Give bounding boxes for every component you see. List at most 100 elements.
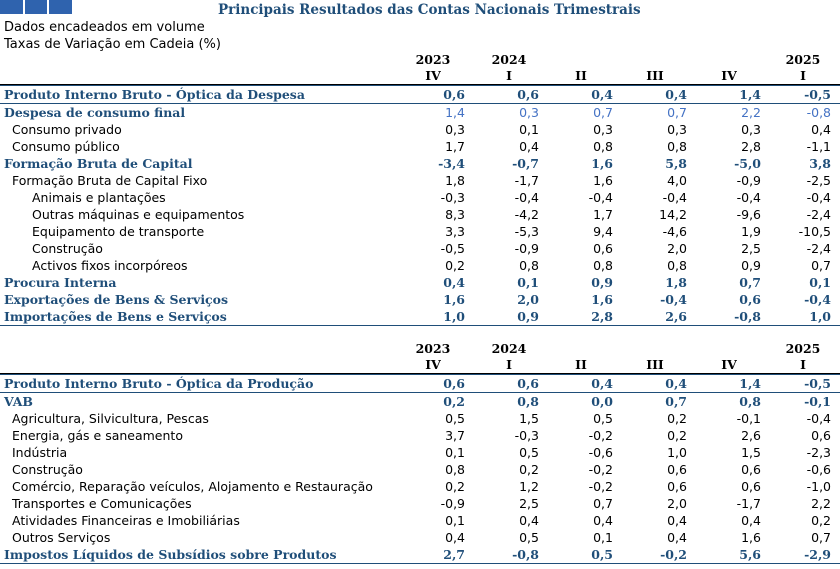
value-cell: -1,7 xyxy=(736,496,761,511)
quarter: I xyxy=(800,68,806,83)
value-cell: 0,2 xyxy=(519,462,539,477)
value-cell: 0,4 xyxy=(445,530,465,545)
value-cell: 2,2 xyxy=(741,105,761,120)
table-production: 2023 2024 2025 IV I II III IV I Produto … xyxy=(0,341,840,564)
table-row: Construção 0,8 0,2 -0,2 0,6 0,6 -0,6 xyxy=(0,461,840,478)
value-cell: -2,9 xyxy=(804,547,831,562)
quarter: IV xyxy=(721,357,737,372)
value-cell: -0,4 xyxy=(514,190,539,205)
value-cell: 0,7 xyxy=(667,105,687,120)
table-expenditure: 2023 2024 2025 IV I II III IV I Produto … xyxy=(0,52,840,326)
value-cell: 1,6 xyxy=(591,156,613,171)
value-cell: -1,7 xyxy=(514,173,539,188)
value-cell: -0,4 xyxy=(588,190,613,205)
page-title: Principais Resultados das Contas Naciona… xyxy=(218,2,641,18)
value-cell: 1,4 xyxy=(445,105,465,120)
value-cell: 0,4 xyxy=(519,139,539,154)
value-cell: 2,5 xyxy=(519,496,539,511)
value-cell: 0,4 xyxy=(443,275,465,290)
row-label: Formação Bruta de Capital Fixo xyxy=(12,173,208,188)
row-label: Formação Bruta de Capital xyxy=(4,156,193,171)
table-row: Equipamento de transporte 3,3 -5,3 9,4 -4,6 1… xyxy=(0,223,840,240)
row-label: Importações de Bens e Serviços xyxy=(4,309,227,324)
value-cell: 0,6 xyxy=(667,479,687,494)
year-2024: 2024 xyxy=(491,341,527,356)
value-cell: 3,8 xyxy=(809,156,831,171)
value-cell: 0,0 xyxy=(591,394,613,409)
quarter: III xyxy=(646,357,664,372)
table-row: Comércio, Reparação veículos, Alojamento… xyxy=(0,478,840,495)
value-cell: 0,4 xyxy=(519,513,539,528)
value-cell: -0,4 xyxy=(660,292,687,307)
table-row: Formação Bruta de Capital Fixo 1,8 -1,7 1,6… xyxy=(0,172,840,189)
subtitle-rates: Taxas de Variação em Cadeia (%) xyxy=(4,37,221,52)
value-cell: 1,6 xyxy=(591,292,613,307)
value-cell: 0,3 xyxy=(519,105,539,120)
table-row: Produto Interno Bruto - Óptica da Despes… xyxy=(0,85,840,104)
table-row: Indústria 0,1 0,5 -0,6 1,0 1,5 -2,3 xyxy=(0,444,840,461)
value-cell: 0,4 xyxy=(741,513,761,528)
row-label: Indústria xyxy=(12,445,68,460)
value-cell: 0,8 xyxy=(593,258,613,273)
value-cell: 0,6 xyxy=(741,479,761,494)
value-cell: 0,3 xyxy=(741,122,761,137)
value-cell: 0,4 xyxy=(665,87,687,102)
value-cell: 0,6 xyxy=(739,292,761,307)
value-cell: 0,5 xyxy=(519,445,539,460)
value-cell: -0,4 xyxy=(736,190,761,205)
value-cell: 0,8 xyxy=(667,139,687,154)
value-cell: 2,0 xyxy=(667,496,687,511)
value-cell: -3,4 xyxy=(438,156,465,171)
value-cell: 0,1 xyxy=(809,275,831,290)
value-cell: 1,5 xyxy=(519,411,539,426)
value-cell: -2,4 xyxy=(806,207,831,222)
table-row: Procura Interna 0,4 0,1 0,9 1,8 0,7 0,1 xyxy=(0,274,840,291)
value-cell: 0,2 xyxy=(667,428,687,443)
value-cell: 1,5 xyxy=(741,445,761,460)
logo xyxy=(0,0,73,14)
value-cell: -0,5 xyxy=(804,87,831,102)
value-cell: -0,4 xyxy=(806,190,831,205)
value-cell: 9,4 xyxy=(593,224,613,239)
value-cell: 0,2 xyxy=(811,513,831,528)
value-cell: 0,1 xyxy=(445,445,465,460)
value-cell: 1,8 xyxy=(665,275,687,290)
row-label: Animais e plantações xyxy=(32,190,166,205)
row-label: Comércio, Reparação veículos, Alojamento… xyxy=(12,479,373,494)
row-label: Energia, gás e saneamento xyxy=(12,428,183,443)
table-row: Importações de Bens e Serviços 1,0 0,9 2,8 2… xyxy=(0,308,840,326)
value-cell: -0,1 xyxy=(736,411,761,426)
table-row: Produto Interno Bruto - Óptica da Produç… xyxy=(0,374,840,393)
value-cell: -1,1 xyxy=(806,139,831,154)
value-cell: -0,4 xyxy=(804,292,831,307)
table-row: Atividades Financeiras e Imobiliárias 0,1… xyxy=(0,512,840,529)
table-row: Formação Bruta de Capital -3,4 -0,7 1,6 5,8 -… xyxy=(0,155,840,172)
value-cell: 2,8 xyxy=(741,139,761,154)
value-cell: -2,5 xyxy=(806,173,831,188)
value-cell: 3,3 xyxy=(445,224,465,239)
header-years: 2023 2024 2025 xyxy=(0,52,840,68)
value-cell: -5,3 xyxy=(514,224,539,239)
row-label: Procura Interna xyxy=(4,275,117,290)
value-cell: 0,6 xyxy=(443,376,465,391)
value-cell: 14,2 xyxy=(659,207,687,222)
value-cell: 2,7 xyxy=(443,547,465,562)
value-cell: 1,0 xyxy=(667,445,687,460)
value-cell: 0,6 xyxy=(517,376,539,391)
value-cell: -0,3 xyxy=(440,190,465,205)
value-cell: 0,8 xyxy=(739,394,761,409)
year-2023: 2023 xyxy=(415,52,451,67)
quarter: I xyxy=(506,357,512,372)
header-years: 2023 2024 2025 xyxy=(0,341,840,357)
value-cell: 0,1 xyxy=(517,275,539,290)
value-cell: 5,6 xyxy=(739,547,761,562)
value-cell: 1,7 xyxy=(593,207,613,222)
value-cell: 1,6 xyxy=(593,173,613,188)
value-cell: 0,4 xyxy=(665,376,687,391)
value-cell: -4,6 xyxy=(662,224,687,239)
value-cell: -0,2 xyxy=(660,547,687,562)
value-cell: 0,7 xyxy=(811,258,831,273)
value-cell: 0,6 xyxy=(741,462,761,477)
value-cell: -0,2 xyxy=(588,479,613,494)
value-cell: 1,4 xyxy=(739,376,761,391)
